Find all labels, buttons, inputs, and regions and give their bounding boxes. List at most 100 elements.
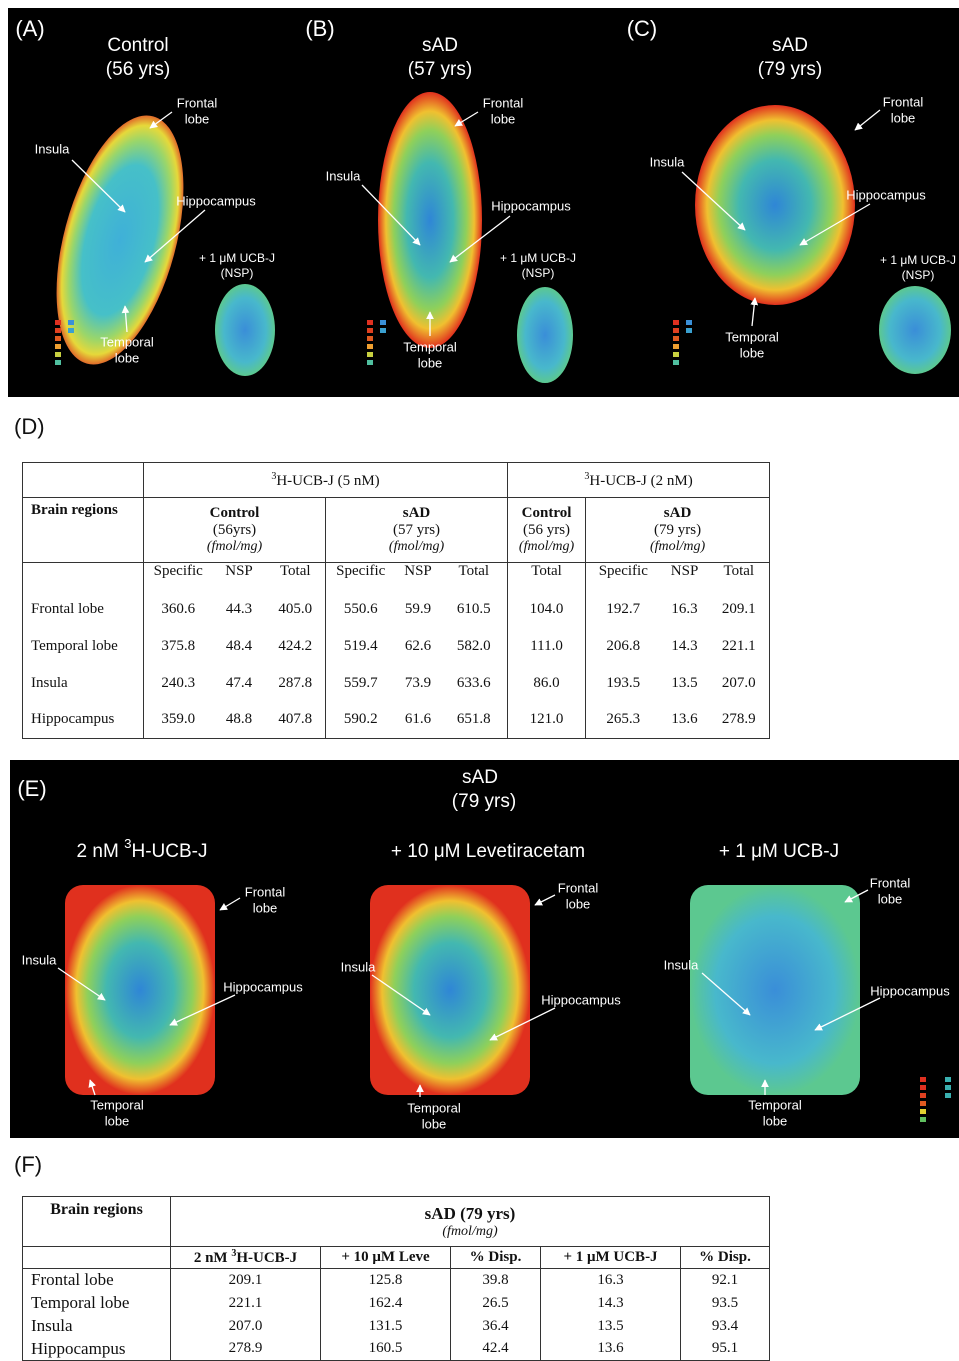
color-scale bbox=[945, 1093, 951, 1098]
subgroup-age: (56yrs) bbox=[144, 522, 325, 539]
value-cell: 48.8 bbox=[213, 702, 266, 739]
region-label: Hippocampus bbox=[491, 198, 571, 213]
row-header: Brain regions bbox=[23, 498, 144, 563]
subgroup-name: sAD bbox=[586, 505, 769, 522]
table-f: Brain regionssAD (79 yrs)(fmol/mg)2 nM 3… bbox=[22, 1196, 770, 1361]
column-header: Total bbox=[508, 563, 586, 591]
subgroup-header: sAD(79 yrs)(fmol/mg) bbox=[586, 498, 770, 563]
group-header: sAD (79 yrs)(fmol/mg) bbox=[171, 1197, 770, 1247]
value-cell: 610.5 bbox=[441, 591, 508, 628]
value-cell: 59.9 bbox=[396, 591, 441, 628]
image-subtitle: + 1 μM UCB-J bbox=[719, 841, 839, 862]
subgroup-header: Control(56 yrs)(fmol/mg) bbox=[508, 498, 586, 563]
text-part: 2 nM bbox=[77, 841, 125, 862]
image-subtitle: + 10 μM Levetiracetam bbox=[391, 841, 585, 862]
value-cell: 207.0 bbox=[171, 1315, 321, 1338]
region-label: Insula bbox=[35, 141, 70, 156]
panel-label: (E) bbox=[17, 776, 46, 801]
group-header: 3H-UCB-J (5 nM) bbox=[144, 463, 508, 498]
color-scale bbox=[55, 360, 61, 365]
region-label: lobe bbox=[740, 345, 765, 360]
text-part: 3 bbox=[124, 836, 131, 851]
value-cell: 16.3 bbox=[541, 1269, 681, 1292]
value-cell: 26.5 bbox=[451, 1292, 541, 1315]
region-cell: Insula bbox=[23, 1315, 171, 1338]
subgroup-name: Control bbox=[144, 505, 325, 522]
panel-label: (B) bbox=[305, 16, 334, 41]
color-scale bbox=[673, 344, 679, 349]
value-cell: 131.5 bbox=[321, 1315, 451, 1338]
color-scale bbox=[920, 1117, 926, 1122]
value-cell: 16.3 bbox=[661, 591, 709, 628]
value-cell: 61.6 bbox=[396, 702, 441, 739]
nsp-label: + 1 μM UCB-J bbox=[880, 253, 956, 267]
region-label: lobe bbox=[422, 1116, 447, 1131]
region-label: Insula bbox=[326, 168, 361, 183]
color-scale bbox=[945, 1077, 951, 1082]
text-part: H-UCB-J bbox=[131, 841, 207, 862]
value-cell: 193.5 bbox=[586, 665, 661, 702]
value-cell: 62.6 bbox=[396, 628, 441, 665]
region-label: Insula bbox=[341, 959, 376, 974]
value-cell: 287.8 bbox=[266, 665, 326, 702]
subgroup-name: Control bbox=[508, 505, 585, 522]
region-label: Temporal bbox=[100, 334, 154, 349]
value-cell: 207.0 bbox=[709, 665, 770, 702]
color-scale bbox=[920, 1101, 926, 1106]
panel-title: Control bbox=[107, 35, 168, 56]
column-header: % Disp. bbox=[451, 1247, 541, 1269]
region-label: lobe bbox=[115, 350, 140, 365]
color-scale bbox=[380, 320, 386, 325]
color-scale bbox=[686, 320, 692, 325]
value-cell: 160.5 bbox=[321, 1338, 451, 1361]
value-cell: 13.6 bbox=[661, 702, 709, 739]
value-cell: 590.2 bbox=[326, 702, 396, 739]
panel-label: (D) bbox=[14, 414, 45, 440]
region-cell: Temporal lobe bbox=[23, 1292, 171, 1315]
column-header: Total bbox=[266, 563, 326, 591]
color-scale bbox=[920, 1085, 926, 1090]
value-cell: 407.8 bbox=[266, 702, 326, 739]
region-label: Hippocampus bbox=[846, 187, 926, 202]
region-label: Hippocampus bbox=[870, 983, 950, 998]
panel-title: sAD bbox=[462, 767, 498, 788]
value-cell: 359.0 bbox=[144, 702, 213, 739]
color-scale bbox=[686, 328, 692, 333]
region-label: Hippocampus bbox=[541, 992, 621, 1007]
value-cell: 39.8 bbox=[451, 1269, 541, 1292]
subgroup-header: sAD(57 yrs)(fmol/mg) bbox=[326, 498, 508, 563]
color-scale bbox=[945, 1085, 951, 1090]
group-header: 3H-UCB-J (2 nM) bbox=[508, 463, 770, 498]
cell bbox=[23, 563, 144, 591]
column-header: 2 nM 3H-UCB-J bbox=[171, 1247, 321, 1269]
subgroup-unit: (fmol/mg) bbox=[326, 539, 507, 555]
value-cell: 13.5 bbox=[541, 1315, 681, 1338]
region-label: Insula bbox=[650, 154, 685, 169]
data-row: Temporal lobe221.1162.426.514.393.5 bbox=[23, 1292, 770, 1315]
region-label: Frontal bbox=[245, 884, 286, 899]
nsp-label: (NSP) bbox=[902, 268, 935, 282]
page: { "panels_top": [ {"label": "(A)", "titl… bbox=[0, 0, 959, 1359]
color-scale bbox=[920, 1093, 926, 1098]
table-d: 3H-UCB-J (5 nM)3H-UCB-J (2 nM) Brain regi… bbox=[22, 462, 770, 739]
value-cell: 424.2 bbox=[266, 628, 326, 665]
region-label: lobe bbox=[185, 111, 210, 126]
column-header: NSP bbox=[396, 563, 441, 591]
subgroup-unit: (fmol/mg) bbox=[586, 539, 769, 555]
text-part: H-UCB-J (2 nM) bbox=[589, 473, 692, 489]
region-label: Insula bbox=[22, 952, 57, 967]
brain-image bbox=[695, 105, 855, 305]
region-cell: Frontal lobe bbox=[23, 591, 144, 628]
panel-title: (57 yrs) bbox=[408, 59, 472, 80]
region-label: Temporal bbox=[90, 1097, 144, 1112]
value-cell: 240.3 bbox=[144, 665, 213, 702]
color-scale bbox=[673, 352, 679, 357]
column-header: Specific bbox=[586, 563, 661, 591]
group-name: sAD (79 yrs) bbox=[171, 1204, 769, 1224]
column-header: Total bbox=[709, 563, 770, 591]
value-cell: 48.4 bbox=[213, 628, 266, 665]
brain-image bbox=[378, 92, 482, 348]
